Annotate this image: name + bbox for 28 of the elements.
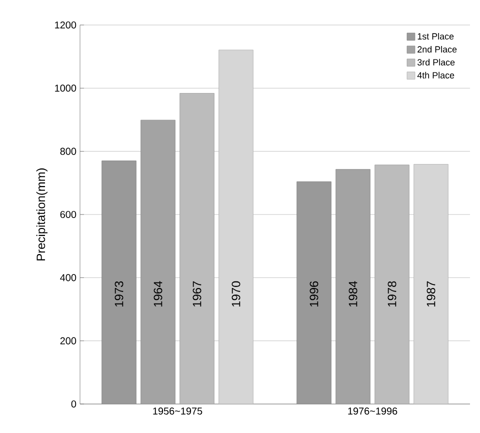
bar [102,160,136,404]
legend-label: 2nd Place [418,46,457,53]
annotation: 1970 [232,281,240,306]
y-tick-label: 1200 [55,21,76,29]
annotation: 1996 [310,281,318,306]
legend-label: 3rd Place [417,58,455,66]
legend-label: 1st Place [418,32,454,40]
y-tick-label: 200 [60,337,76,344]
bar [140,120,176,404]
y-tick-label: 600 [60,210,76,218]
annotation: 1978 [388,281,396,306]
bar [336,169,370,404]
x-tick-label: 1956~1975 [153,408,202,415]
y-tick-label: 1000 [55,84,76,92]
bar [414,164,448,404]
bar [218,50,254,404]
annotation: 1987 [426,281,436,306]
annotation: 1973 [114,281,124,306]
y-tick-label: 0 [71,400,76,408]
y-tick-label: 800 [60,148,76,155]
annotation: 1984 [348,281,358,306]
legend-label: 4th Place [417,72,454,78]
annotation: 1964 [154,281,162,306]
y-axis-title: Precipitation(mm) [36,168,48,260]
bar [296,181,332,404]
annotation: 1967 [192,281,202,306]
x-tick-label: 1976~1996 [348,408,398,415]
y-tick-label: 400 [60,274,76,282]
